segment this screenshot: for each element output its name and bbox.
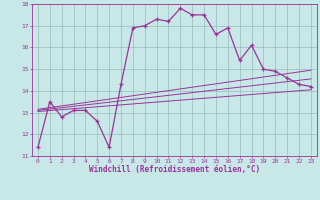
- X-axis label: Windchill (Refroidissement éolien,°C): Windchill (Refroidissement éolien,°C): [89, 165, 260, 174]
